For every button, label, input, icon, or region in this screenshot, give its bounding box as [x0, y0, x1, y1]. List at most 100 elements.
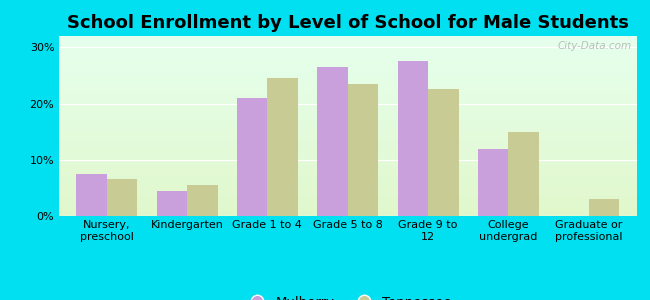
Bar: [58, 87, 637, 88]
Bar: [58, 53, 637, 54]
Bar: [58, 163, 637, 164]
Bar: [58, 42, 637, 43]
Bar: [58, 60, 637, 61]
Bar: [58, 81, 637, 82]
Bar: [58, 138, 637, 139]
Bar: [58, 126, 637, 127]
Bar: [58, 73, 637, 74]
Bar: [428, 89, 459, 216]
Bar: [58, 193, 637, 194]
Bar: [58, 129, 637, 130]
Bar: [58, 199, 637, 200]
Bar: [58, 146, 637, 147]
Bar: [58, 172, 637, 173]
Bar: [58, 82, 637, 83]
Bar: [58, 89, 637, 90]
Bar: [58, 58, 637, 59]
Bar: [58, 92, 637, 93]
Bar: [58, 96, 637, 97]
Bar: [58, 161, 637, 162]
Bar: [58, 186, 637, 187]
Bar: [58, 113, 637, 114]
Bar: [58, 110, 637, 111]
Bar: [58, 40, 637, 41]
Bar: [58, 77, 637, 78]
Bar: [58, 149, 637, 150]
Bar: [58, 120, 637, 121]
Bar: [58, 121, 637, 122]
Bar: [58, 111, 637, 112]
Bar: [58, 208, 637, 209]
Bar: [58, 131, 637, 132]
Bar: [58, 66, 637, 67]
Bar: [58, 134, 637, 135]
Bar: [58, 56, 637, 57]
Bar: [58, 197, 637, 198]
Bar: [58, 203, 637, 204]
Bar: [58, 194, 637, 195]
Bar: [58, 204, 637, 205]
Bar: [58, 99, 637, 100]
Bar: [58, 191, 637, 192]
Bar: [58, 207, 637, 208]
Legend: Mulberry, Tennessee: Mulberry, Tennessee: [239, 290, 457, 300]
Bar: [58, 86, 637, 87]
Bar: [58, 76, 637, 77]
Bar: [58, 85, 637, 86]
Bar: [76, 174, 107, 216]
Bar: [58, 116, 637, 117]
Bar: [58, 171, 637, 172]
Bar: [58, 69, 637, 70]
Bar: [58, 142, 637, 143]
Bar: [58, 68, 637, 69]
Bar: [58, 205, 637, 206]
Bar: [58, 154, 637, 155]
Bar: [58, 139, 637, 140]
Bar: [58, 202, 637, 203]
Bar: [58, 212, 637, 213]
Bar: [58, 201, 637, 202]
Bar: [58, 115, 637, 116]
Bar: [58, 162, 637, 163]
Bar: [58, 98, 637, 99]
Bar: [589, 199, 619, 216]
Bar: [58, 49, 637, 50]
Bar: [58, 176, 637, 177]
Bar: [58, 37, 637, 38]
Bar: [58, 155, 637, 156]
Bar: [58, 141, 637, 142]
Bar: [58, 140, 637, 141]
Bar: [58, 108, 637, 109]
Bar: [58, 168, 637, 169]
Bar: [58, 130, 637, 131]
Bar: [58, 144, 637, 145]
Bar: [58, 192, 637, 193]
Bar: [58, 152, 637, 153]
Bar: [58, 43, 637, 44]
Bar: [58, 165, 637, 166]
Bar: [58, 213, 637, 214]
Bar: [58, 180, 637, 181]
Bar: [58, 200, 637, 201]
Bar: [58, 75, 637, 76]
Bar: [58, 122, 637, 123]
Bar: [58, 95, 637, 96]
Bar: [58, 158, 637, 159]
Bar: [58, 188, 637, 189]
Bar: [58, 206, 637, 207]
Bar: [58, 185, 637, 186]
Bar: [267, 78, 298, 216]
Bar: [58, 97, 637, 98]
Bar: [58, 148, 637, 149]
Bar: [58, 62, 637, 63]
Bar: [58, 41, 637, 42]
Bar: [398, 61, 428, 216]
Bar: [58, 39, 637, 40]
Bar: [58, 150, 637, 151]
Bar: [58, 182, 637, 183]
Bar: [107, 179, 137, 216]
Bar: [58, 147, 637, 148]
Bar: [58, 160, 637, 161]
Bar: [58, 123, 637, 124]
Bar: [58, 72, 637, 73]
